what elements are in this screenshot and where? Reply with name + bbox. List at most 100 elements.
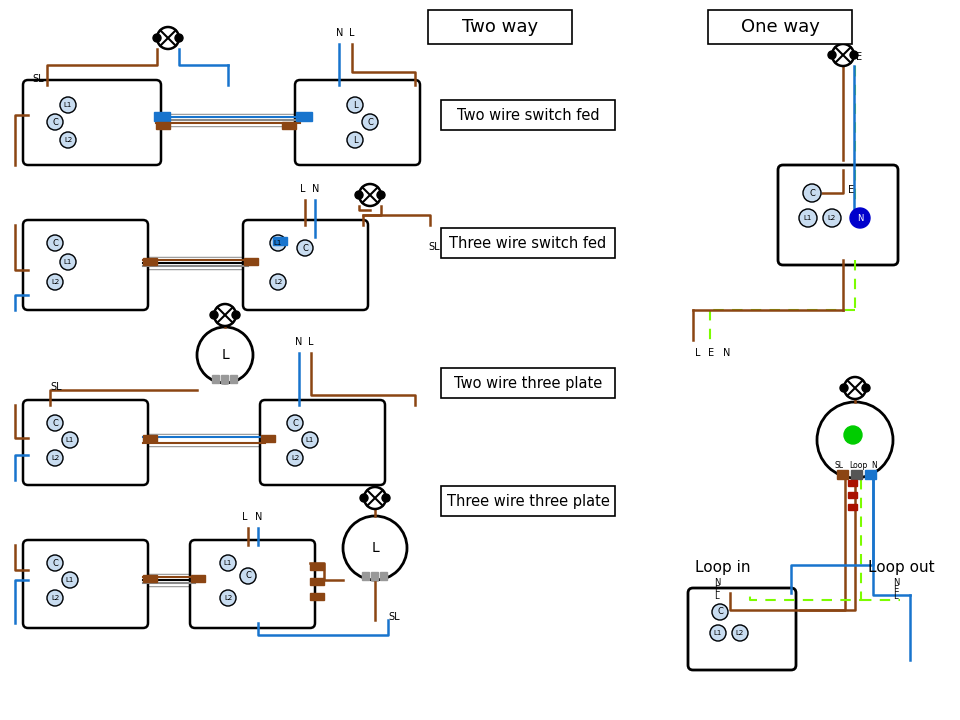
Text: Loop in: Loop in	[695, 560, 751, 575]
Text: L: L	[714, 592, 719, 601]
Bar	[310, 563, 324, 570]
Circle shape	[47, 235, 63, 251]
Text: L: L	[372, 541, 379, 555]
Text: L2: L2	[274, 279, 282, 285]
Text: L2: L2	[291, 455, 300, 461]
Text: E: E	[893, 585, 899, 594]
Text: SL: SL	[50, 382, 61, 392]
Text: Loop: Loop	[849, 461, 867, 470]
Circle shape	[232, 311, 240, 319]
Text: Two wire three plate: Two wire three plate	[454, 376, 602, 390]
Text: SL: SL	[32, 74, 43, 84]
Text: SL: SL	[388, 612, 399, 622]
FancyBboxPatch shape	[23, 220, 148, 310]
Bar	[296, 112, 312, 121]
Bar	[143, 258, 248, 268]
Circle shape	[297, 240, 313, 256]
Bar	[221, 375, 228, 383]
Text: L: L	[893, 592, 898, 601]
Text: Two way: Two way	[462, 18, 538, 36]
Text: L1: L1	[274, 240, 282, 246]
Text: Three wire three plate: Three wire three plate	[446, 493, 610, 508]
Text: L2: L2	[51, 595, 60, 601]
Bar	[261, 435, 275, 442]
Bar	[362, 572, 369, 580]
Text: C: C	[52, 117, 58, 127]
Circle shape	[60, 97, 76, 113]
FancyBboxPatch shape	[23, 400, 148, 485]
Circle shape	[382, 494, 390, 502]
Bar	[865, 470, 876, 479]
Circle shape	[850, 208, 870, 228]
Bar	[848, 504, 857, 510]
Circle shape	[347, 132, 363, 148]
Text: C: C	[52, 238, 58, 248]
Text: N: N	[857, 214, 863, 222]
Text: C: C	[52, 418, 58, 428]
Circle shape	[240, 568, 256, 584]
Circle shape	[347, 97, 363, 113]
Text: C: C	[52, 559, 58, 567]
Circle shape	[60, 254, 76, 270]
Circle shape	[377, 191, 385, 199]
Text: L: L	[221, 348, 228, 362]
Bar	[230, 375, 237, 383]
Bar	[143, 434, 265, 446]
Bar	[143, 435, 157, 442]
Bar	[156, 122, 170, 129]
Circle shape	[220, 555, 236, 571]
Text: L2: L2	[224, 595, 232, 601]
Text: Three wire switch fed: Three wire switch fed	[449, 235, 607, 251]
FancyBboxPatch shape	[23, 80, 161, 165]
Circle shape	[712, 604, 728, 620]
Text: L2: L2	[51, 455, 60, 461]
FancyBboxPatch shape	[778, 165, 898, 265]
Bar	[282, 122, 296, 129]
Text: Two wire switch fed: Two wire switch fed	[457, 107, 599, 122]
Text: SL: SL	[835, 461, 844, 470]
Bar	[143, 257, 248, 269]
Text: L1: L1	[714, 630, 722, 636]
Circle shape	[355, 191, 363, 199]
Text: E: E	[714, 585, 719, 594]
Circle shape	[710, 625, 726, 641]
Text: L1: L1	[63, 102, 72, 108]
Text: SL: SL	[428, 242, 440, 252]
FancyBboxPatch shape	[23, 540, 148, 628]
Text: L: L	[695, 348, 701, 358]
Text: Loop out: Loop out	[868, 560, 935, 575]
Text: E: E	[708, 348, 714, 358]
Text: E: E	[856, 52, 862, 62]
FancyBboxPatch shape	[295, 80, 420, 165]
Bar	[143, 575, 157, 582]
Circle shape	[270, 235, 286, 251]
Text: N: N	[255, 512, 262, 522]
Text: C: C	[245, 572, 251, 580]
Circle shape	[62, 432, 78, 448]
Text: L1: L1	[66, 577, 74, 583]
Circle shape	[828, 51, 836, 59]
Text: L1: L1	[63, 259, 72, 265]
Circle shape	[62, 572, 78, 588]
FancyBboxPatch shape	[243, 220, 368, 310]
Circle shape	[197, 327, 253, 383]
Circle shape	[362, 114, 378, 130]
Text: L1: L1	[306, 437, 314, 443]
Circle shape	[343, 516, 407, 580]
Circle shape	[817, 402, 893, 478]
Circle shape	[803, 184, 821, 202]
Bar	[837, 470, 848, 479]
Circle shape	[732, 625, 748, 641]
Bar	[380, 572, 387, 580]
FancyBboxPatch shape	[441, 228, 615, 258]
Text: L: L	[352, 135, 357, 145]
Bar	[143, 435, 265, 445]
Text: L1: L1	[66, 437, 74, 443]
Text: L: L	[349, 28, 354, 38]
Text: N: N	[312, 184, 320, 194]
Circle shape	[47, 415, 63, 431]
Text: N: N	[871, 461, 876, 470]
Text: N: N	[336, 28, 344, 38]
Circle shape	[47, 555, 63, 571]
Circle shape	[270, 274, 286, 290]
